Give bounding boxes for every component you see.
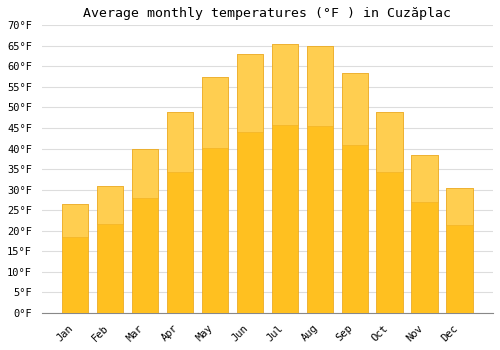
Bar xyxy=(272,44,298,313)
Bar xyxy=(272,44,298,125)
Bar xyxy=(97,186,124,224)
Bar xyxy=(446,188,472,225)
Bar xyxy=(306,46,333,313)
Bar xyxy=(167,112,193,313)
Bar xyxy=(202,77,228,148)
Title: Average monthly temperatures (°F ) in Cuzăplac: Average monthly temperatures (°F ) in Cu… xyxy=(84,7,452,20)
Bar xyxy=(412,155,438,313)
Bar xyxy=(376,112,402,172)
Bar xyxy=(446,188,472,313)
Bar xyxy=(237,54,263,313)
Bar xyxy=(412,155,438,202)
Bar xyxy=(342,72,368,313)
Bar xyxy=(306,46,333,126)
Bar xyxy=(202,77,228,313)
Bar xyxy=(342,72,368,145)
Bar xyxy=(376,112,402,313)
Bar xyxy=(62,204,88,237)
Bar xyxy=(97,186,124,313)
Bar xyxy=(132,149,158,198)
Bar xyxy=(167,112,193,172)
Bar xyxy=(132,149,158,313)
Bar xyxy=(62,204,88,313)
Bar xyxy=(237,54,263,132)
